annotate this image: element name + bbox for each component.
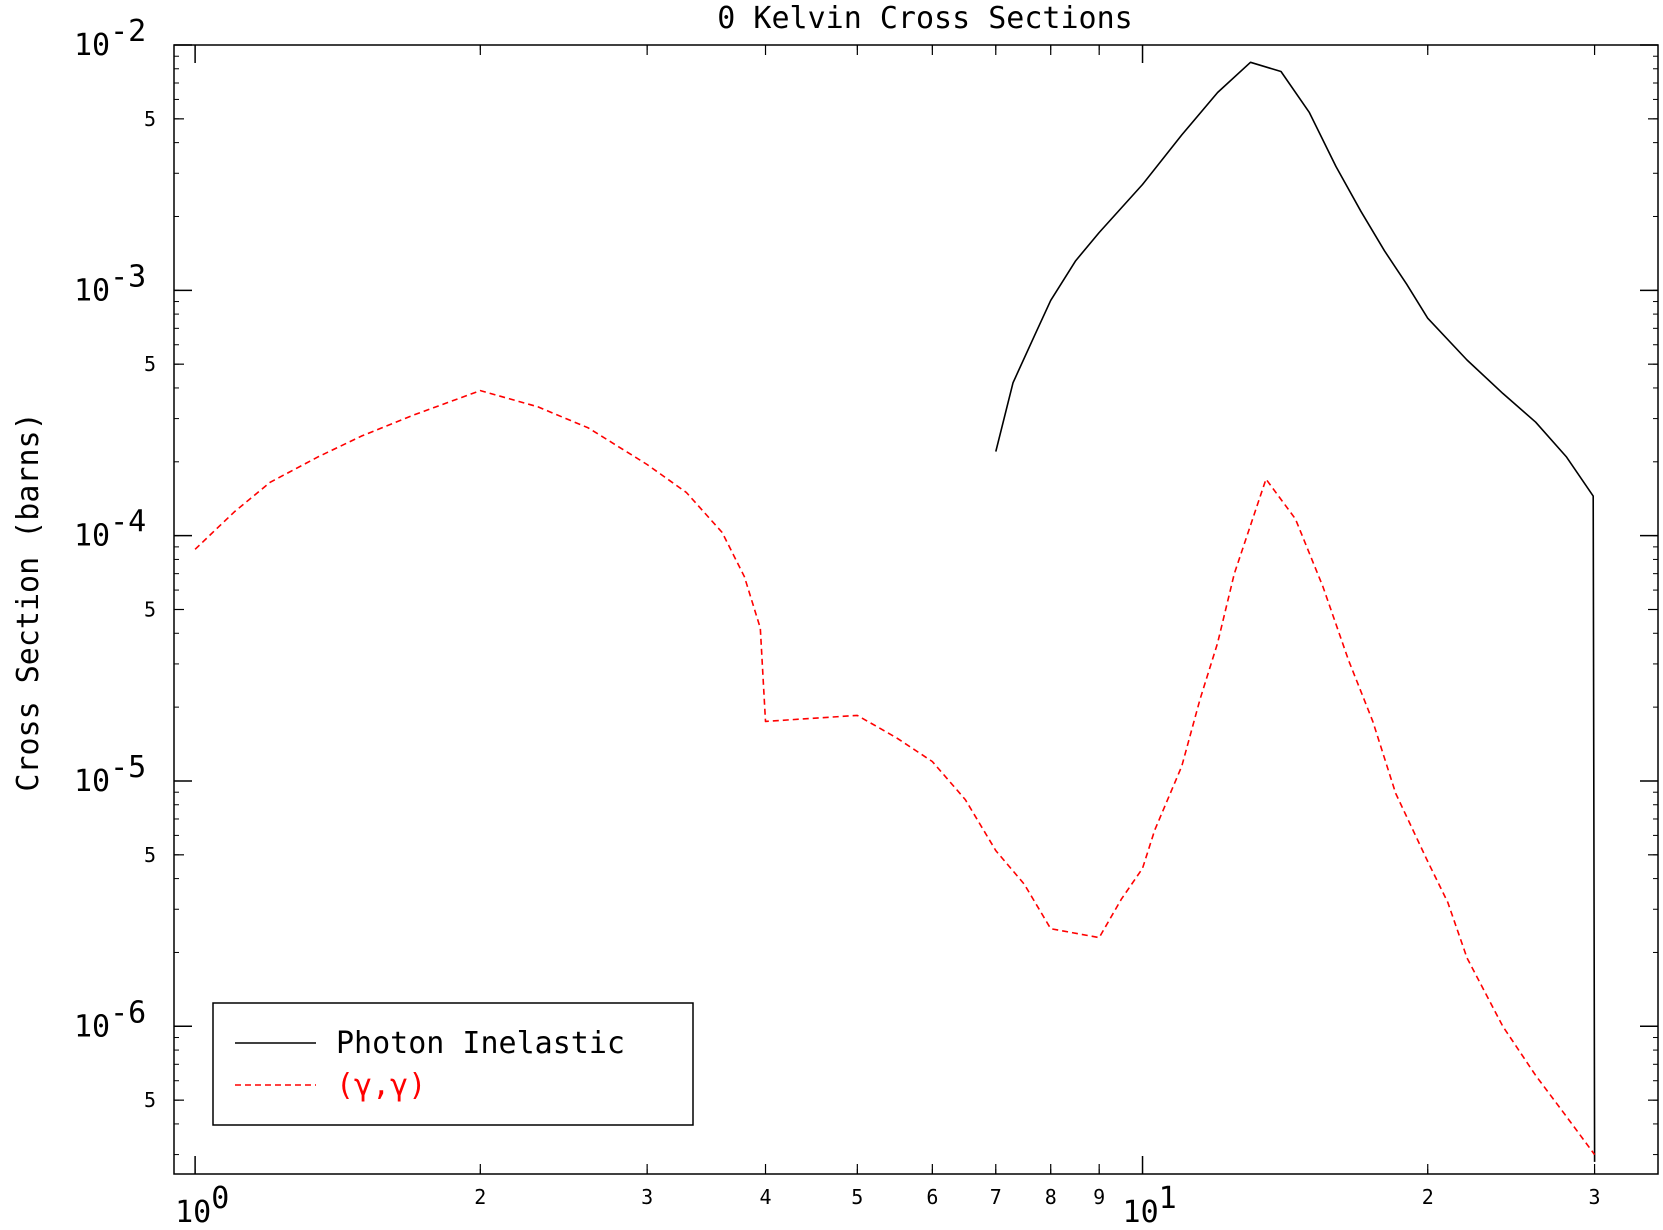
x-major-tick-label: 101 bbox=[1123, 1181, 1177, 1230]
x-minor-tick-label: 8 bbox=[1045, 1185, 1057, 1209]
y-minor-tick-label: 5 bbox=[144, 843, 156, 867]
y-minor-tick-label: 5 bbox=[144, 598, 156, 622]
legend-label-photon-inelastic: Photon Inelastic bbox=[336, 1026, 625, 1061]
legend-label-gamma-gamma: (γ,γ) bbox=[336, 1068, 426, 1103]
legend-box bbox=[212, 1002, 694, 1126]
y-major-tick-label: 10-6 bbox=[74, 995, 146, 1044]
x-minor-tick-label: 4 bbox=[759, 1185, 771, 1209]
x-minor-tick-label: 9 bbox=[1093, 1185, 1105, 1209]
series-layer bbox=[194, 61, 1596, 1162]
y-minor-tick-label: 5 bbox=[144, 1088, 156, 1112]
x-minor-tick-label: 3 bbox=[641, 1185, 653, 1209]
x-minor-tick-label: 2 bbox=[474, 1185, 486, 1209]
x-minor-tick-label: 6 bbox=[926, 1185, 938, 1209]
y-minor-tick-label: 5 bbox=[144, 352, 156, 376]
series-line-0 bbox=[995, 61, 1596, 1162]
x-major-tick-label: 100 bbox=[175, 1181, 229, 1230]
legend: Photon Inelastic (γ,γ) bbox=[212, 1002, 694, 1126]
x-minor-tick-label: 5 bbox=[851, 1185, 863, 1209]
y-axis-label: Cross Section (barns) bbox=[11, 412, 46, 791]
x-minor-tick-label: 3 bbox=[1589, 1185, 1601, 1209]
axis-ticks bbox=[174, 44, 1658, 1174]
y-major-tick-label: 10-4 bbox=[74, 505, 146, 554]
series-line-1 bbox=[194, 389, 1596, 1156]
y-major-tick-label: 10-3 bbox=[74, 259, 146, 308]
y-major-tick-label: 10-2 bbox=[74, 14, 146, 63]
x-minor-tick-label: 2 bbox=[1422, 1185, 1434, 1209]
y-major-tick-label: 10-5 bbox=[74, 750, 146, 799]
y-minor-tick-label: 5 bbox=[144, 107, 156, 131]
x-minor-tick-label: 7 bbox=[990, 1185, 1002, 1209]
axis-tick-labels: 5 5 5 5 5 10-2 10-3 10-4 10-5 10-6 2 3 4 5 6 7 8 9 2 3 100 10… bbox=[74, 14, 1601, 1230]
chart-title: 0 Kelvin Cross Sections bbox=[717, 1, 1132, 36]
